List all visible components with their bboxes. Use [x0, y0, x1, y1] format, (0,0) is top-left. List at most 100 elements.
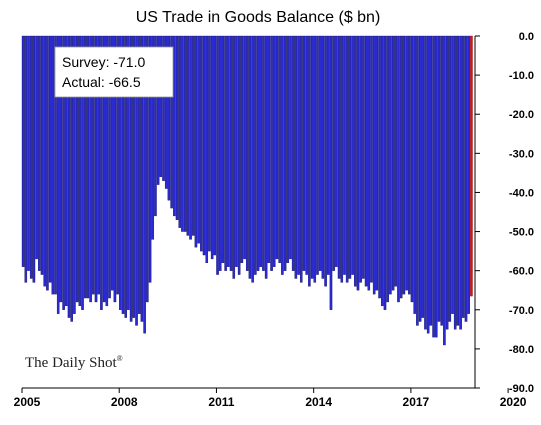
x-ticks-group: 2005 2008 2011 2014 2017 2020 — [14, 388, 527, 409]
bar — [83, 35, 87, 299]
bar — [313, 35, 317, 283]
bar — [389, 35, 392, 295]
bar — [105, 35, 109, 307]
bar — [340, 35, 344, 283]
bars-group — [21, 35, 473, 346]
bar — [386, 35, 389, 303]
bar — [75, 35, 79, 303]
bar — [29, 35, 33, 279]
bar — [445, 35, 449, 330]
bar — [243, 35, 246, 260]
bar — [154, 35, 157, 217]
bar — [424, 35, 427, 330]
bar — [110, 35, 114, 291]
y-tick-label: -20.0 — [509, 109, 534, 121]
bar — [281, 35, 284, 275]
bar — [54, 35, 57, 295]
watermark: The Daily Shot® — [25, 354, 123, 371]
bar — [399, 35, 403, 299]
bar-latest — [470, 35, 473, 297]
x-tick-label: 2014 — [305, 395, 332, 409]
chart-title: US Trade in Goods Balance ($ bn) — [136, 9, 381, 26]
bar — [46, 35, 49, 291]
bar — [254, 35, 257, 275]
bar — [235, 35, 238, 267]
bar — [429, 35, 433, 326]
bar — [65, 35, 68, 307]
bar — [270, 35, 273, 271]
bar — [362, 35, 365, 279]
bar — [224, 35, 227, 271]
bar — [208, 35, 211, 252]
bar — [197, 35, 200, 244]
bar — [227, 35, 230, 267]
bar — [148, 35, 152, 283]
bar — [426, 35, 430, 334]
bar — [221, 35, 225, 264]
bar — [272, 35, 276, 267]
bar — [245, 35, 249, 271]
bar — [397, 35, 400, 303]
bar — [73, 35, 76, 314]
bar — [345, 35, 349, 283]
bar — [194, 35, 198, 248]
bar — [294, 35, 298, 279]
y-tick-label: -70.0 — [509, 305, 534, 317]
bar — [35, 35, 38, 260]
bar — [143, 35, 146, 334]
bar — [467, 35, 470, 314]
bar — [162, 35, 165, 181]
bar — [402, 35, 406, 295]
bar — [113, 35, 117, 303]
bar — [132, 35, 136, 318]
bar — [275, 35, 279, 260]
bar — [62, 35, 65, 310]
bar — [283, 35, 287, 271]
bar — [129, 35, 133, 322]
y-tick-label: -30.0 — [509, 148, 534, 160]
bar — [51, 35, 55, 295]
x-tick-label: 2020 — [500, 395, 527, 409]
bar — [364, 35, 368, 287]
bar — [119, 35, 122, 310]
bar — [329, 35, 333, 310]
bar — [237, 35, 241, 275]
bar — [383, 35, 387, 310]
bar — [337, 35, 341, 279]
bar — [405, 35, 408, 291]
bar — [410, 35, 414, 303]
bar — [210, 35, 214, 260]
y-tick-label: -40.0 — [509, 187, 534, 199]
bar — [391, 35, 395, 291]
y-tick-label: -60.0 — [509, 266, 534, 278]
bar — [332, 35, 335, 271]
bar — [67, 35, 71, 318]
bar — [137, 35, 141, 314]
bar — [464, 35, 468, 322]
bar — [59, 35, 63, 303]
bar — [240, 35, 244, 264]
bar — [146, 35, 149, 303]
bar — [202, 35, 206, 256]
bar — [416, 35, 419, 326]
bar — [86, 35, 90, 299]
bar — [102, 35, 106, 303]
bar — [448, 35, 452, 322]
bar — [248, 35, 252, 279]
bar — [299, 35, 303, 283]
bar — [56, 35, 60, 314]
bar — [267, 35, 271, 264]
bar — [216, 35, 219, 275]
bar — [159, 35, 163, 177]
y-tick-label: -50.0 — [509, 227, 534, 239]
bar — [151, 35, 155, 240]
bar — [421, 35, 425, 318]
bar — [189, 35, 192, 240]
bar — [372, 35, 376, 295]
bar — [259, 35, 263, 267]
bar — [178, 35, 182, 228]
x-tick-label: 2011 — [208, 395, 234, 409]
bar — [356, 35, 360, 291]
bar — [343, 35, 346, 275]
